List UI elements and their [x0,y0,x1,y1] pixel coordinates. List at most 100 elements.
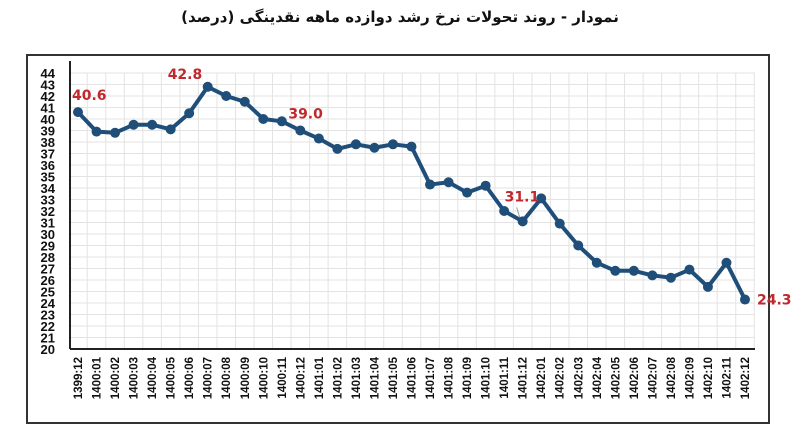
y-tick-label: 32 [41,204,55,219]
x-tick-label: 1401:08 [444,356,456,399]
y-tick-label: 27 [41,262,55,277]
y-tick-label: 25 [41,285,55,300]
x-tick-label: 1400:01 [92,356,104,399]
data-point [425,179,436,190]
y-tick-label: 28 [41,250,55,265]
y-tick-label: 31 [41,216,55,231]
data-point [665,272,676,283]
x-tick-label: 1401:12 [518,357,530,399]
y-tick-label: 37 [41,147,55,162]
x-tick-label: 1402:03 [573,357,585,399]
data-point [147,119,158,130]
x-tick-label: 1400:08 [221,356,233,399]
data-point [647,270,658,281]
data-point [740,294,750,305]
x-tick-label: 1402:04 [592,356,604,399]
x-tick-label: 1401:07 [425,357,437,399]
x-tick-label: 1400:10 [258,357,270,399]
data-point [332,143,343,154]
y-tick-label: 20 [41,342,55,357]
x-tick-label: 1401:03 [351,357,363,399]
x-tick-label: 1400:12 [295,357,307,399]
data-point [554,218,565,229]
data-point [591,257,602,268]
x-tick-label: 1400:05 [166,356,178,399]
y-tick-label: 21 [41,331,55,346]
x-tick-label: 1401:02 [332,357,344,399]
data-point [313,133,324,144]
data-label: 40.6 [72,88,107,104]
y-tick-label: 33 [41,193,55,208]
data-point [517,216,528,227]
x-tick-label: 1402:08 [666,356,678,399]
data-point [628,265,639,276]
data-point [128,119,139,130]
x-tick-label: 1400:03 [129,357,141,399]
y-tick-label: 39 [41,124,55,139]
x-tick-label: 1402:07 [647,357,659,399]
data-point [443,177,454,188]
y-tick-label: 43 [41,78,55,93]
data-point [165,124,176,135]
data-point [721,257,732,268]
data-label: 31.1 [505,189,540,205]
data-point [276,116,287,127]
y-tick-label: 23 [41,308,55,323]
x-tick-label: 1402:01 [536,356,548,399]
y-tick-label: 34 [41,181,56,196]
x-tick-label: 1400:06 [184,357,196,399]
chart-title: نمودار - روند تحولات نرخ رشد دوازده ماهه… [181,8,619,26]
x-tick-label: 1399:12 [73,357,85,399]
leader-line [516,207,521,218]
data-point [573,240,584,251]
x-tick-label: 1402:10 [703,357,715,399]
x-tick-label: 1401:05 [388,356,400,399]
data-point [295,125,306,136]
chart-frame [26,54,770,424]
x-tick-label: 1402:02 [555,357,567,399]
y-tick-label: 36 [41,158,55,173]
y-tick-label: 29 [41,239,55,254]
data-point [350,139,361,150]
x-tick-label: 1402:09 [684,357,696,399]
x-tick-label: 1402:06 [629,357,641,399]
data-label: 42.8 [168,67,203,83]
data-label: 39.0 [288,107,323,123]
data-point [184,108,195,119]
data-point [369,142,380,153]
data-point [462,187,473,198]
data-point [480,180,491,191]
x-tick-label: 1400:07 [203,357,215,399]
data-point [499,206,510,216]
data-point [702,281,713,292]
x-tick-label: 1402:11 [721,356,733,398]
data-point [239,96,250,107]
y-tick-label: 26 [41,273,55,288]
x-tick-label: 1400:11 [277,356,289,398]
data-label: 24.3 [757,293,792,309]
y-tick-label: 35 [41,170,55,185]
data-point [610,265,621,276]
y-tick-label: 24 [41,296,56,311]
data-point [202,81,213,92]
data-point [406,141,417,152]
data-point [387,139,398,150]
y-tick-label: 41 [41,101,55,116]
x-tick-label: 1402:12 [740,357,752,399]
y-tick-label: 44 [41,66,56,81]
y-tick-label: 38 [41,135,55,150]
data-point [221,91,232,101]
x-tick-label: 1401:09 [462,357,474,399]
x-tick-label: 1401:06 [407,357,419,399]
data-point [91,126,102,137]
x-tick-label: 1401:01 [314,356,326,399]
data-point [258,114,269,124]
x-tick-label: 1401:04 [369,356,381,399]
data-point [110,127,121,138]
y-tick-label: 30 [41,227,55,242]
y-tick-label: 42 [41,89,55,104]
y-tick-label: 40 [41,112,55,127]
x-tick-label: 1400:09 [240,357,252,399]
x-tick-label: 1401:11 [499,356,511,398]
